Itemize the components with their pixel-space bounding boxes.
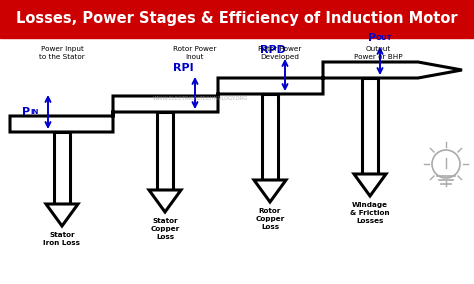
- Bar: [157, 112, 173, 190]
- Polygon shape: [46, 204, 78, 226]
- Text: Output
Power or BHP: Output Power or BHP: [354, 46, 402, 60]
- Text: P: P: [22, 107, 30, 117]
- Text: Power Input
to the Stator: Power Input to the Stator: [39, 46, 85, 60]
- Bar: [362, 78, 378, 174]
- Bar: [262, 94, 278, 180]
- Text: Stator
Iron Loss: Stator Iron Loss: [44, 232, 81, 246]
- Bar: [54, 132, 70, 204]
- Text: WWW.ELECTRICALTECHNOLOGY.ORG: WWW.ELECTRICALTECHNOLOGY.ORG: [152, 95, 247, 101]
- Text: Losses, Power Stages & Efficiency of Induction Motor: Losses, Power Stages & Efficiency of Ind…: [16, 11, 458, 26]
- Text: Stator
Copper
Loss: Stator Copper Loss: [150, 218, 180, 240]
- Polygon shape: [10, 62, 462, 132]
- Bar: [0, 0, 474, 38]
- Polygon shape: [149, 190, 181, 212]
- Text: Rotor Power
Developed: Rotor Power Developed: [258, 46, 301, 60]
- Text: OUT: OUT: [376, 35, 392, 41]
- Text: P: P: [368, 33, 376, 43]
- Text: Rotor
Copper
Loss: Rotor Copper Loss: [255, 208, 284, 230]
- Text: Rotor Power
Inout: Rotor Power Inout: [173, 46, 217, 60]
- Polygon shape: [254, 180, 286, 202]
- Text: IN: IN: [30, 109, 38, 115]
- Text: RPD: RPD: [260, 45, 286, 55]
- Text: Windage
& Friction
Losses: Windage & Friction Losses: [350, 202, 390, 224]
- Polygon shape: [354, 174, 386, 196]
- Text: RPI: RPI: [173, 63, 193, 73]
